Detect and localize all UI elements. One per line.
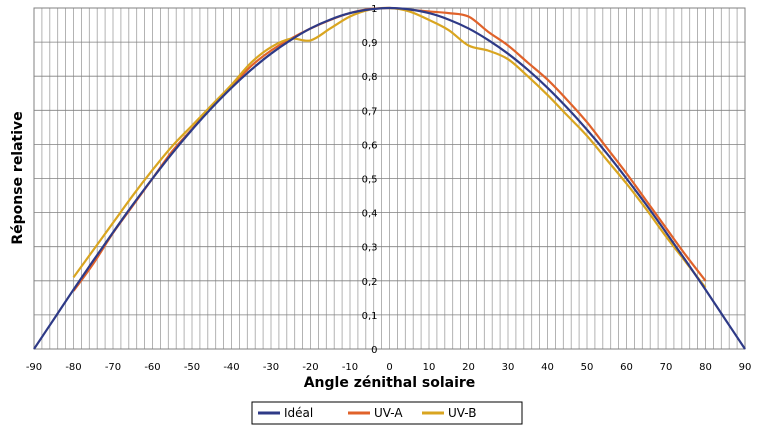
y-tick-label: 0,2 <box>362 277 378 288</box>
legend: Idéal UV-A UV-B <box>251 401 523 425</box>
y-tick-label: 0,3 <box>362 243 378 254</box>
x-tick-label: -80 <box>65 362 81 373</box>
x-tick-label: -50 <box>184 362 200 373</box>
x-tick-label: -10 <box>342 362 358 373</box>
legend-label-uv-a: UV-A <box>374 406 403 420</box>
x-tick-label: -90 <box>26 362 42 373</box>
x-tick-label: 20 <box>462 362 475 373</box>
grid <box>34 8 745 349</box>
x-tick-label: -60 <box>144 362 160 373</box>
legend-box <box>251 401 523 425</box>
x-tick-label: -30 <box>263 362 279 373</box>
x-tick-label: -20 <box>302 362 318 373</box>
x-tick-label: 30 <box>502 362 515 373</box>
x-tick-labels: -90 -80 -70 -60 -50 -40 -30 -20 -10 0 10 20 30 40 50 60… <box>26 362 752 373</box>
x-tick-label: 50 <box>581 362 594 373</box>
y-tick-label: 0,7 <box>362 106 378 117</box>
x-tick-label: 70 <box>660 362 673 373</box>
x-axis-title: Angle zénithal solaire <box>304 375 476 391</box>
x-tick-label: -40 <box>223 362 239 373</box>
x-tick-label: -70 <box>105 362 121 373</box>
y-tick-label: 0,8 <box>362 72 378 83</box>
x-tick-label: 80 <box>699 362 712 373</box>
legend-label-ideal: Idéal <box>284 406 313 420</box>
legend-label-uv-b: UV-B <box>448 406 476 420</box>
x-tick-label: 90 <box>739 362 752 373</box>
series-line-ideal <box>33 6 746 350</box>
x-tick-label: 40 <box>541 362 554 373</box>
x-tick-label: 60 <box>620 362 633 373</box>
series-lines <box>33 6 746 350</box>
y-tick-label: 0,5 <box>362 175 378 186</box>
y-tick-label: 0,4 <box>362 209 378 220</box>
y-axis-title: Réponse relative <box>10 111 26 244</box>
x-tick-label: 10 <box>423 362 436 373</box>
y-tick-label: 0,6 <box>362 140 378 151</box>
x-tick-label: 0 <box>386 362 392 373</box>
y-tick-label: 0,1 <box>362 311 378 322</box>
y-tick-label: 0 <box>371 345 377 356</box>
y-tick-label: 0,9 <box>362 38 378 49</box>
